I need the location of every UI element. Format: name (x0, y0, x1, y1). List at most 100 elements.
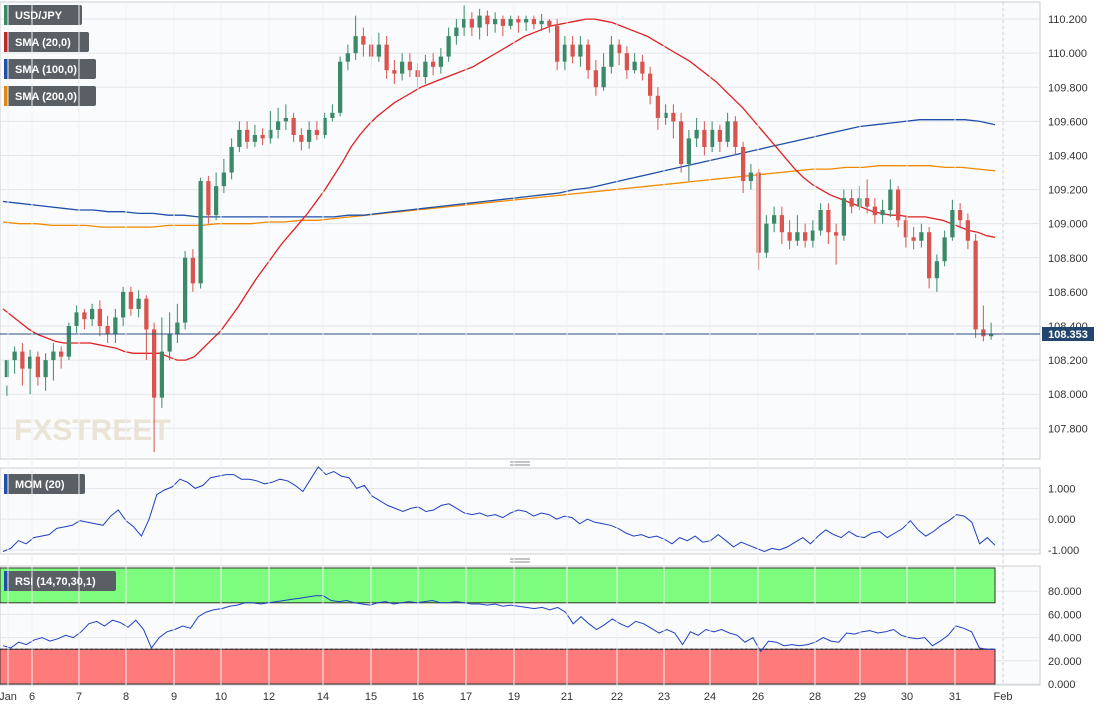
rsi-y-axis: 80.000 60.000 40.000 20.000 0.000 (1048, 586, 1082, 691)
y-tick-label: 109.000 (1048, 219, 1088, 231)
candle (159, 317, 165, 408)
x-tick-label: 10 (215, 691, 227, 703)
candle-body (973, 240, 978, 330)
candle (20, 343, 25, 386)
candle-body (430, 61, 436, 67)
y-tick-label: 109.200 (1048, 185, 1088, 197)
candle-body (864, 198, 870, 207)
candle-body (376, 44, 382, 57)
candle-body (384, 44, 389, 71)
candle-body (268, 129, 273, 139)
candle-body (748, 172, 754, 182)
candle-body (934, 261, 940, 279)
candle-body (182, 257, 188, 323)
x-tick-label: 21 (561, 691, 573, 703)
candle-body (717, 129, 723, 142)
y-tick-label: 60.000 (1048, 609, 1082, 621)
candle-body (531, 19, 537, 25)
candle-body (740, 146, 746, 182)
candle (438, 48, 444, 74)
candle-body (392, 70, 397, 74)
candle-body (880, 210, 885, 216)
candle-body (632, 61, 637, 71)
candle-body (399, 61, 405, 74)
sma-20-line (2, 18, 996, 361)
candle-body (787, 232, 792, 241)
candle-body (725, 121, 730, 142)
candle (601, 53, 606, 91)
candle (423, 54, 428, 84)
candle-body (244, 129, 250, 142)
candle (686, 129, 692, 182)
candle (988, 322, 994, 340)
candle-body (221, 172, 227, 187)
candle (113, 308, 118, 344)
resize-handle-1[interactable] (510, 461, 530, 466)
y-tick-label: 0.000 (1048, 514, 1076, 526)
candle (934, 254, 940, 292)
resize-handle-2[interactable] (510, 558, 530, 563)
candle (810, 220, 816, 248)
x-tick-label: 31 (949, 691, 961, 703)
candle (888, 179, 893, 217)
candle (252, 124, 258, 147)
mom-legend-label: MOM (20) (15, 479, 65, 491)
x-tick-label: Feb (994, 691, 1013, 703)
x-tick-label: 15 (365, 691, 377, 703)
candle-body (322, 117, 327, 136)
candle (585, 39, 591, 79)
candle-body (4, 360, 10, 378)
legend-item-bg (4, 32, 89, 52)
candle (981, 305, 986, 342)
candle-body (461, 19, 467, 28)
candle (190, 249, 196, 292)
candle (926, 227, 932, 289)
candle-body (694, 129, 699, 139)
candle-body (508, 19, 513, 26)
y-tick-label: 110.200 (1048, 14, 1087, 26)
candle (547, 19, 552, 33)
candle (144, 295, 149, 361)
candle (895, 186, 901, 228)
rsi-path (2, 595, 995, 653)
candle (740, 141, 746, 193)
candle-body (260, 135, 265, 139)
y-tick-label: 108.200 (1048, 355, 1088, 367)
candle (531, 15, 537, 30)
candle (578, 36, 583, 67)
candle-body (523, 19, 529, 23)
price-badge-text: 108.353 (1048, 329, 1088, 341)
candle (818, 203, 823, 236)
candle-body (655, 95, 661, 118)
candle-body (554, 25, 560, 62)
candle-body (609, 44, 614, 67)
candle (903, 215, 909, 248)
candle-body (74, 312, 79, 326)
candle-body (469, 19, 475, 28)
candle (857, 186, 862, 211)
candle-body (43, 360, 48, 378)
mom-grid (0, 487, 1040, 551)
x-tick-label: 28 (809, 691, 821, 703)
candle-body (58, 351, 64, 357)
candle-body (640, 61, 645, 74)
candle-body (144, 298, 149, 330)
candle-body (477, 15, 482, 28)
candle-body (849, 198, 854, 207)
mom-y-axis: 1.000 0.000 -1.000 (1048, 483, 1079, 556)
candle (516, 15, 521, 33)
candle (314, 121, 320, 141)
candle-body (965, 220, 971, 241)
sma20-path (2, 18, 996, 361)
candle (694, 117, 699, 147)
candle (345, 44, 351, 71)
candle-body (919, 232, 924, 241)
candle (709, 121, 715, 153)
candle-body (585, 44, 591, 71)
legend-item: SMA (100,0) (4, 59, 96, 79)
candle-body (206, 181, 211, 216)
y-tick-label: 108.800 (1048, 253, 1088, 265)
candle (616, 39, 622, 66)
candle-body (97, 308, 103, 326)
candle-body (686, 138, 692, 164)
